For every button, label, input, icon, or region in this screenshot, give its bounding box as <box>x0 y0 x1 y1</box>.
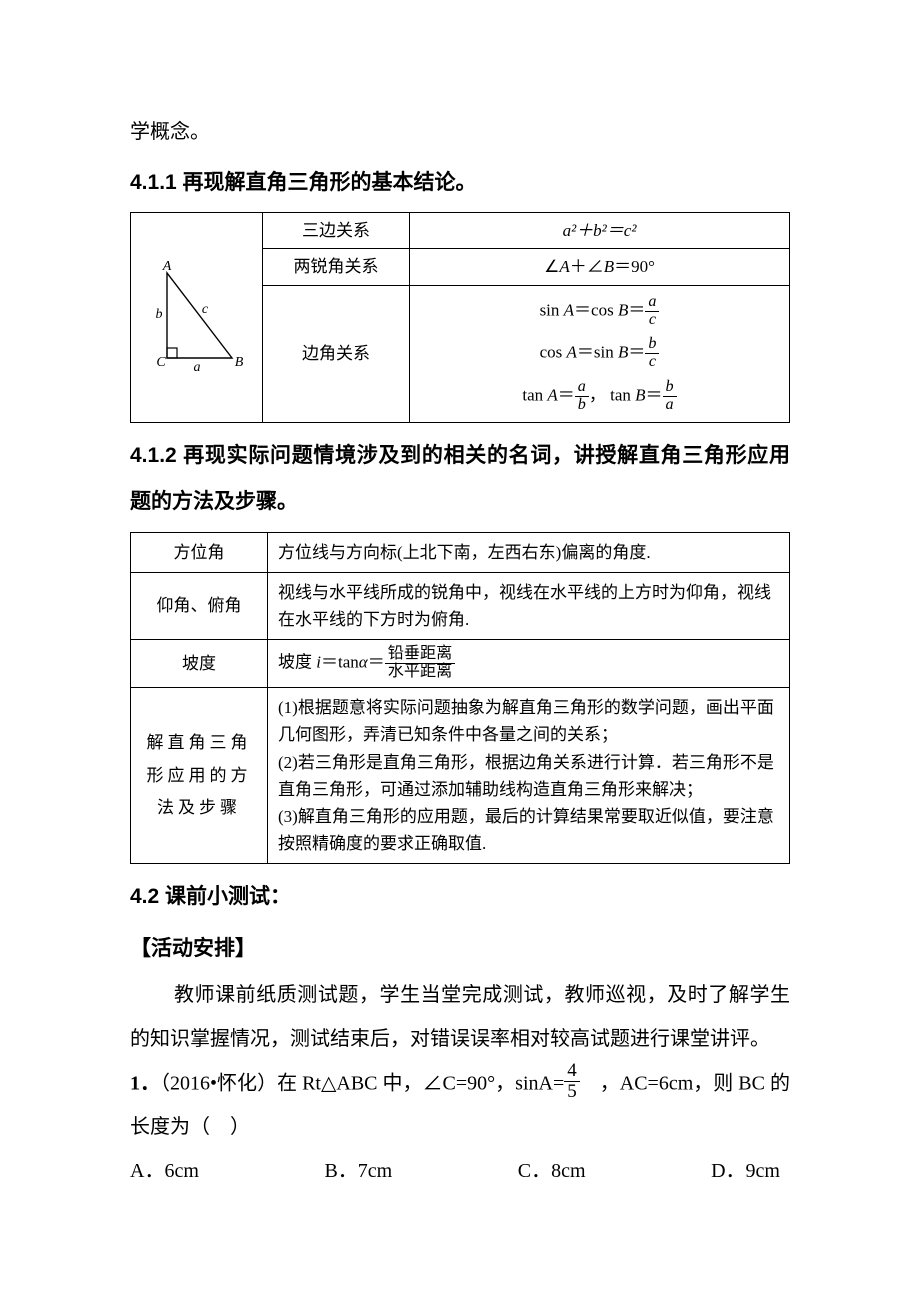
activity-heading: 【活动安排】 <box>130 926 790 972</box>
question-1: 1．（2016•怀化）在 Rt△ABC 中，∠C=90°，sinA=45 ，AC… <box>130 1061 790 1149</box>
table-row: 坡度 坡度 i＝tanα＝铅垂距离水平距离 <box>131 640 790 688</box>
table-row: A B C b a c 三边关系 a²＋b²＝c² <box>131 213 790 249</box>
table-triangle-basics: A B C b a c 三边关系 a²＋b²＝c² 两锐角关系 ∠A＋∠B＝90… <box>130 212 790 423</box>
table-row: 方位角 方位线与方向标(上北下南，左西右东)偏离的角度. <box>131 532 790 572</box>
activity-body: 教师课前纸质测试题，学生当堂完成测试，教师巡视，及时了解学生的知识掌握情况，测试… <box>130 973 790 1061</box>
triangle-diagram-cell: A B C b a c <box>131 213 263 423</box>
cell-def-2: 视线与水平线所成的锐角中，视线在水平线的上方时为仰角，视线在水平线的下方时为俯角… <box>268 572 790 639</box>
opening-line: 学概念。 <box>130 110 790 154</box>
cell-three-sides-expr: a²＋b²＝c² <box>410 213 790 249</box>
answer-options: A．6cm B．7cm C．8cm D．9cm <box>130 1149 790 1193</box>
cell-term-4: 解直角三角形应用的方法及步骤 <box>131 688 268 864</box>
cell-term-2: 仰角、俯角 <box>131 572 268 639</box>
step-2: (2)若三角形是直角三角形，根据边角关系进行计算．若三角形不是直角三角形，可通过… <box>278 749 779 803</box>
option-b: B．7cm <box>324 1149 392 1193</box>
cell-three-sides-label: 三边关系 <box>263 213 410 249</box>
heading-4-1-1: 4.1.1 再现解直角三角形的基本结论。 <box>130 160 790 206</box>
cell-side-angle-label: 边角关系 <box>263 285 410 423</box>
option-c: C．8cm <box>518 1149 586 1193</box>
cell-def-3: 坡度 i＝tanα＝铅垂距离水平距离 <box>268 640 790 688</box>
right-triangle-icon: A B C b a c <box>147 258 247 378</box>
cell-def-1: 方位线与方向标(上北下南，左西右东)偏离的角度. <box>268 532 790 572</box>
trig-line-3: tan A＝ab， tan B＝ba <box>420 379 779 414</box>
cell-two-angles-label: 两锐角关系 <box>263 249 410 285</box>
cell-def-4: (1)根据题意将实际问题抽象为解直角三角形的数学问题，画出平面几何图形，弄清已知… <box>268 688 790 864</box>
cell-side-angle-expr: sin A＝cos B＝ac cos A＝sin B＝bc tan A＝ab， … <box>410 285 790 423</box>
step-1: (1)根据题意将实际问题抽象为解直角三角形的数学问题，画出平面几何图形，弄清已知… <box>278 694 779 748</box>
trig-line-2: cos A＝sin B＝bc <box>420 336 779 371</box>
table-row: 解直角三角形应用的方法及步骤 (1)根据题意将实际问题抽象为解直角三角形的数学问… <box>131 688 790 864</box>
svg-text:b: b <box>155 307 162 322</box>
heading-4-2: 4.2 课前小测试： <box>130 874 790 920</box>
svg-text:A: A <box>161 259 171 274</box>
cell-term-1: 方位角 <box>131 532 268 572</box>
table-terms-steps: 方位角 方位线与方向标(上北下南，左西右东)偏离的角度. 仰角、俯角 视线与水平… <box>130 532 790 865</box>
svg-text:a: a <box>193 360 200 375</box>
option-a: A．6cm <box>130 1149 199 1193</box>
option-d: D．9cm <box>711 1149 780 1193</box>
trig-line-1: sin A＝cos B＝ac <box>420 294 779 329</box>
step-3: (3)解直角三角形的应用题，最后的计算结果常要取近似值，要注意按照精确度的要求正… <box>278 803 779 857</box>
svg-text:B: B <box>234 355 243 370</box>
heading-4-1-2: 4.1.2 再现实际问题情境涉及到的相关的名词，讲授解直角三角形应用题的方法及步… <box>130 433 790 525</box>
cell-two-angles-expr: ∠A＋∠B＝90° <box>410 249 790 285</box>
question-number: 1． <box>130 1072 160 1094</box>
svg-text:C: C <box>156 355 166 370</box>
cell-term-3: 坡度 <box>131 640 268 688</box>
svg-text:c: c <box>201 302 208 317</box>
table-row: 仰角、俯角 视线与水平线所成的锐角中，视线在水平线的上方时为仰角，视线在水平线的… <box>131 572 790 639</box>
